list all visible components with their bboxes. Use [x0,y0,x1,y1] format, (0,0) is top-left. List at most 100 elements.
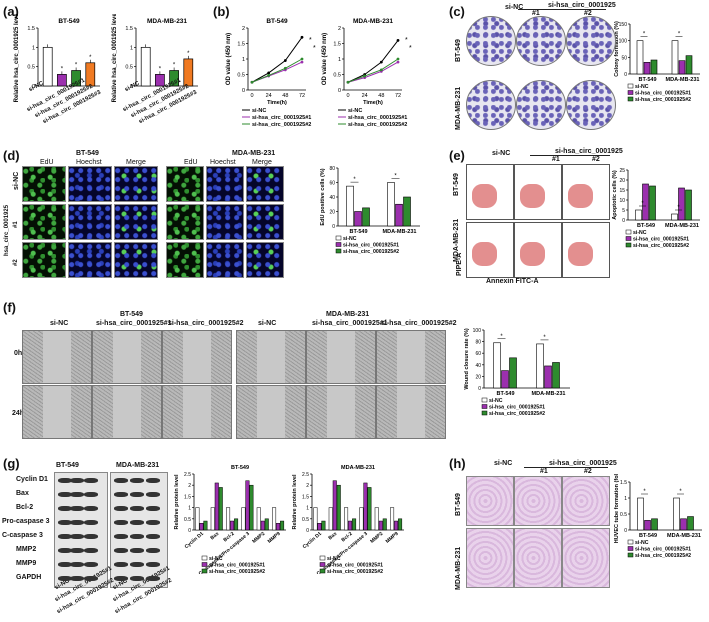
significance-star: * [394,174,397,180]
flow-population [567,241,593,267]
colony-dish [516,16,566,66]
bar [348,520,353,531]
legend-label: si-NC [348,108,362,114]
blot-band [114,520,128,525]
bar [332,480,337,531]
wound-image [376,330,446,384]
bar [276,523,281,531]
legend-label: si-hsa_circ_0001925#1 [343,243,399,249]
x-tick-label: Bax [327,531,338,542]
legend-label: si-hsa_circ_0001925#2 [327,569,383,574]
legend-swatch [319,568,326,574]
wound-gap [257,386,285,438]
blot-band [146,492,160,497]
blot-band [84,562,98,567]
y-tick-label: 0.5 [302,517,309,523]
bar [678,187,685,221]
y-tick-label: 1 [32,45,35,51]
blot-band [146,576,160,581]
bar [394,520,399,531]
significance-star: * [543,335,546,341]
x-tick-label: BT-549 [637,223,655,229]
panel-b-letter: (b) [213,4,230,19]
data-point [300,60,304,64]
y-tick-label: 2 [188,483,191,489]
f-col-g2b: si-hsa_circ_0001925#2 [381,320,457,327]
y-tick-label: 1.5 [333,42,341,48]
bar [387,182,395,227]
d-col-hoechst2: Hoechst [210,159,236,166]
y-tick-label: 80 [475,340,481,346]
edu-image [166,242,204,278]
y-tick-label: 0 [130,84,133,90]
y-tick-label: 0 [624,72,627,78]
y-tick-label: 0 [188,528,191,534]
y-axis-label: HUVEC tube formation (fold) [614,474,620,543]
x-tick-label: Bax [209,531,220,542]
y-tick-label: 0.5 [125,65,133,71]
protein-label: MMP2 [16,546,37,553]
bar [344,507,349,531]
y-axis-label: Relative hsa_circ_0001925 level [112,14,118,102]
bar [57,74,67,87]
h-row-mda: MDA-MB-231 [455,546,462,590]
h-label-n2: #2 [584,468,592,475]
legend-swatch [481,397,488,403]
legend-swatch [625,236,632,241]
y-tick-label: 2 [306,483,309,489]
y-tick-label: 5 [622,208,625,214]
flow-population [567,183,593,209]
y-tick-label: 1.5 [27,26,35,32]
data-point [283,66,287,70]
edu-image [114,242,158,278]
e-ylabel-pipe: PIPE-A [456,252,463,276]
significance-star: * [405,37,408,44]
d-col-edu2: EdU [184,159,198,166]
blot-band [58,548,72,553]
y-tick-label: 100 [619,39,628,45]
blot-band [58,534,72,539]
d-row-n2: #2 [13,259,19,266]
x-axis-label: Time(h) [363,100,383,106]
x-tick-label: BT-549 [496,391,514,397]
wound-gap [183,331,211,383]
significance-star: * [643,489,646,495]
f-col-g1: si-hsa_circ_0001925#1 [96,320,172,327]
blot-band [84,548,98,553]
d-col-hoechst: Hoechst [76,159,102,166]
legend-swatch [627,90,634,95]
x-tick-label: BT-549 [638,77,656,83]
flow-plot [514,222,562,278]
legend-swatch [201,562,208,567]
panel-g-letter: (g) [3,456,20,471]
blot-band [130,548,144,553]
y-tick-label: 1.5 [620,480,627,486]
edu-image [114,166,158,202]
legend-swatch [319,562,326,567]
bar [245,480,250,531]
y-tick-label: 40 [329,195,335,201]
bar [226,507,231,531]
blot-band [84,478,98,483]
protein-label: MMP9 [16,560,37,567]
wound-gap [397,331,425,383]
bar [378,520,383,531]
bar [650,59,658,75]
y-tick-label: 2 [338,26,341,32]
protein-label: GAPDH [16,574,42,581]
y-tick-label: 10 [619,198,625,204]
bar [346,185,354,227]
y-tick-label: 0 [622,218,625,224]
d-row-si: hsa_circ_0001925 [4,204,10,256]
edu-image [246,204,284,240]
x-tick-label: MDA-MB-231 [532,391,566,397]
f-col-nc: si-NC [50,320,69,327]
e-label-n1: #1 [552,156,560,163]
data-point [267,71,271,75]
e-xlabel-annexin: Annexin FITC-A [486,278,539,285]
bar [635,209,642,221]
bar [42,46,53,87]
wound-gap [183,386,211,438]
bar [685,55,693,75]
legend-label: si-hsa_circ_0001925#2 [635,553,691,559]
